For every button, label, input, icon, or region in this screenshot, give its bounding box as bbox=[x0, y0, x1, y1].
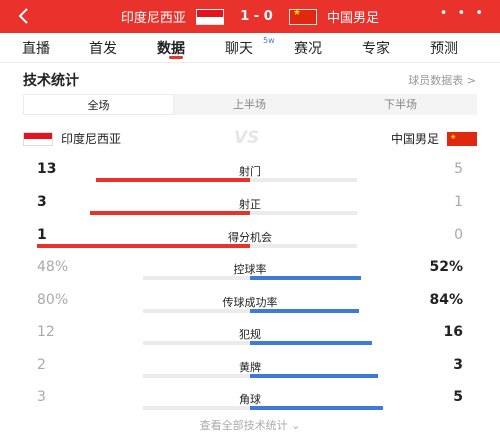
away-stat-value: 5 bbox=[454, 161, 463, 177]
stat-row: 12 犯规 16 bbox=[0, 324, 500, 354]
stat-label: 角球 bbox=[239, 393, 261, 406]
stat-label: 射门 bbox=[239, 165, 261, 178]
stat-label: 黄牌 bbox=[239, 361, 261, 374]
stat-label: 犯规 bbox=[239, 328, 261, 341]
tab-lineup[interactable]: 首发 bbox=[89, 41, 117, 57]
more-icon[interactable]: • • • bbox=[439, 6, 486, 21]
tab-predictions[interactable]: 预测 bbox=[430, 41, 458, 57]
svg-text:★: ★ bbox=[450, 133, 456, 141]
back-arrow-icon[interactable] bbox=[14, 6, 34, 26]
stat-row: 13 射门 5 bbox=[0, 161, 500, 191]
match-score: 1 - 0 bbox=[240, 9, 273, 24]
home-stat-bar bbox=[37, 244, 250, 248]
away-stat-value: 1 bbox=[454, 194, 463, 210]
stat-row: 3 角球 5 bbox=[0, 389, 500, 419]
away-stat-bar bbox=[250, 178, 309, 182]
home-stat-bar bbox=[96, 178, 250, 182]
away-stat-value: 5 bbox=[453, 389, 463, 405]
china-flag-icon: ★ bbox=[447, 132, 477, 146]
chat-count-badge: 5w bbox=[263, 36, 275, 45]
section-title: 技术统计 bbox=[23, 73, 79, 89]
home-bar-track bbox=[143, 341, 250, 345]
home-stat-bar bbox=[148, 276, 250, 280]
away-stat-value: 16 bbox=[443, 324, 463, 340]
home-stat-value: 80% bbox=[37, 292, 69, 308]
away-stat-bar bbox=[250, 374, 378, 378]
home-stat-value: 13 bbox=[37, 161, 57, 177]
period-full-match[interactable]: 全场 bbox=[23, 94, 174, 115]
home-bar-track bbox=[143, 406, 250, 410]
stat-label: 得分机会 bbox=[228, 231, 272, 244]
away-team-name: 中国男足 bbox=[327, 11, 380, 26]
tab-divider bbox=[0, 62, 500, 63]
home-stat-value: 3 bbox=[37, 194, 47, 210]
teams-row: 印度尼西亚 VS 中国男足 ★ bbox=[23, 128, 477, 148]
home-stat-bar bbox=[165, 374, 250, 378]
away-stat-bar bbox=[250, 211, 303, 215]
stat-row: 2 黄牌 3 bbox=[0, 357, 500, 387]
away-team-label: 中国男足 bbox=[390, 132, 439, 146]
home-bar-track bbox=[143, 276, 250, 280]
tab-chat[interactable]: 聊天 bbox=[225, 41, 253, 57]
away-bar-track bbox=[250, 211, 357, 215]
stat-row: 1 得分机会 0 bbox=[0, 227, 500, 257]
away-stat-bar bbox=[250, 309, 359, 313]
period-selector: 全场 上半场 下半场 bbox=[23, 94, 477, 115]
away-stat-value: 52% bbox=[429, 259, 463, 275]
top-bar: 印度尼西亚 1 - 0 中国男足 • • • bbox=[0, 0, 500, 33]
home-bar-track bbox=[143, 309, 250, 313]
indonesia-flag-icon bbox=[196, 8, 225, 25]
stat-row: 48% 控球率 52% bbox=[0, 259, 500, 289]
home-stat-bar bbox=[159, 341, 250, 345]
tab-match-events[interactable]: 赛况 bbox=[294, 41, 322, 57]
home-stat-value: 3 bbox=[37, 389, 46, 405]
home-stat-value: 48% bbox=[37, 259, 69, 275]
tab-bar: 直播 首发 数据 聊天 5w 赛况 专家 预测 bbox=[0, 33, 500, 63]
stat-row: 80% 传球成功率 84% bbox=[0, 292, 500, 322]
home-stat-bar bbox=[90, 211, 250, 215]
away-bar-track bbox=[250, 244, 357, 248]
home-bar-track bbox=[143, 374, 250, 378]
home-stat-bar bbox=[170, 406, 250, 410]
away-stat-bar bbox=[250, 276, 361, 280]
stat-label: 射正 bbox=[239, 198, 261, 211]
home-stat-value: 2 bbox=[37, 357, 46, 373]
away-stat-bar bbox=[250, 406, 383, 410]
vs-mark: VS bbox=[234, 128, 260, 148]
tab-stats[interactable]: 数据 bbox=[157, 41, 185, 57]
period-second-half[interactable]: 下半场 bbox=[384, 98, 417, 111]
active-tab-indicator bbox=[169, 56, 183, 59]
away-stat-value: 84% bbox=[429, 292, 463, 308]
indonesia-flag-icon bbox=[23, 132, 53, 146]
home-stat-bar bbox=[146, 309, 250, 313]
player-stats-link[interactable]: 球员数据表 > bbox=[408, 74, 476, 87]
tab-live[interactable]: 直播 bbox=[22, 41, 50, 57]
stat-row: 3 射正 1 bbox=[0, 194, 500, 224]
tab-experts[interactable]: 专家 bbox=[362, 41, 390, 57]
away-stat-value: 3 bbox=[453, 357, 463, 373]
match-header: 印度尼西亚 1 - 0 中国男足 bbox=[0, 7, 500, 27]
stat-label: 传球成功率 bbox=[222, 296, 278, 309]
stat-label: 控球率 bbox=[233, 263, 267, 276]
home-stat-value: 1 bbox=[37, 227, 47, 243]
period-first-half[interactable]: 上半场 bbox=[233, 98, 266, 111]
away-stat-bar bbox=[250, 341, 372, 345]
home-team-label: 印度尼西亚 bbox=[61, 132, 122, 146]
home-stat-value: 12 bbox=[37, 324, 55, 340]
china-flag-icon bbox=[288, 8, 317, 25]
view-all-stats-link[interactable]: 查看全部技术统计 ⌄ bbox=[199, 419, 301, 432]
away-stat-value: 0 bbox=[454, 227, 463, 243]
home-team-name: 印度尼西亚 bbox=[120, 11, 186, 26]
away-bar-track bbox=[250, 178, 357, 182]
